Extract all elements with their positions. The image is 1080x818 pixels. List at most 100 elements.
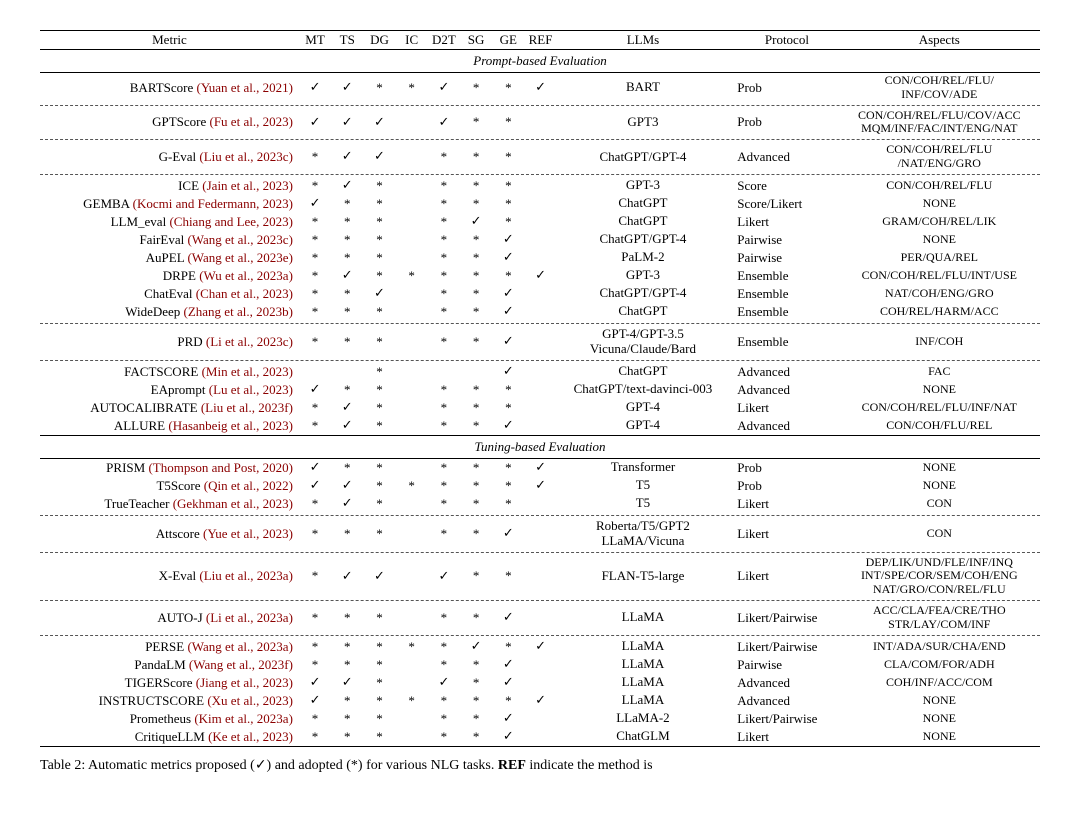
metric-cell: AuPEL (Wang et al., 2023e): [40, 249, 299, 267]
citation-link[interactable]: (Wang et al., 2023a): [187, 639, 292, 654]
task-cell: *: [299, 399, 331, 417]
llm-cell: ChatGPT/text-davinci-003: [557, 381, 730, 399]
citation-link[interactable]: (Li et al., 2023c): [206, 334, 293, 349]
metric-name: G-Eval: [159, 149, 200, 164]
aspects-cell: CON/COH/REL/FLU/NAT/ENG/GRO: [839, 142, 1040, 172]
citation-link[interactable]: (Lu et al., 2023): [209, 382, 293, 397]
task-cell: *: [428, 656, 460, 674]
citation-link[interactable]: (Chan et al., 2023): [196, 286, 293, 301]
citation-link[interactable]: (Wang et al., 2023c): [187, 232, 292, 247]
task-cell: *: [363, 728, 395, 746]
citation-link[interactable]: (Jiang et al., 2023): [196, 675, 293, 690]
table-row: TrueTeacher (Gekhman et al., 2023)*✓****…: [40, 495, 1040, 513]
citation-link[interactable]: (Min et al., 2023): [202, 364, 293, 379]
task-cell: ✓: [331, 267, 363, 285]
citation-link[interactable]: (Zhang et al., 2023b): [184, 304, 293, 319]
citation-link[interactable]: (Wang et al., 2023f): [189, 657, 293, 672]
citation-link[interactable]: (Fu et al., 2023): [210, 114, 293, 129]
llm-cell: ChatGPT/GPT-4: [557, 285, 730, 303]
citation-link[interactable]: (Qin et al., 2022): [204, 478, 293, 493]
task-cell: *: [299, 142, 331, 172]
task-cell: ✓: [428, 73, 460, 103]
task-cell: ✓: [331, 73, 363, 103]
task-cell: *: [363, 363, 395, 381]
header-sg: SG: [460, 31, 492, 50]
task-cell: ✓: [299, 381, 331, 399]
citation-link[interactable]: (Wu et al., 2023a): [199, 268, 293, 283]
aspects-cell: CLA/COM/FOR/ADH: [839, 656, 1040, 674]
citation-link[interactable]: (Jain et al., 2023): [202, 178, 293, 193]
metric-name: FACTSCORE: [124, 364, 201, 379]
citation-link[interactable]: (Kim et al., 2023a): [194, 711, 293, 726]
task-cell: [299, 363, 331, 381]
task-cell: *: [363, 656, 395, 674]
metric-cell: Prometheus (Kim et al., 2023a): [40, 710, 299, 728]
metric-cell: DRPE (Wu et al., 2023a): [40, 267, 299, 285]
citation-link[interactable]: (Xu et al., 2023): [207, 693, 293, 708]
header-ts: TS: [331, 31, 363, 50]
citation-link[interactable]: (Liu et al., 2023c): [199, 149, 293, 164]
task-cell: *: [363, 477, 395, 495]
citation-link[interactable]: (Yuan et al., 2021): [197, 80, 293, 95]
citation-link[interactable]: (Yue et al., 2023): [203, 526, 293, 541]
task-cell: *: [460, 518, 492, 550]
llm-cell: T5: [557, 477, 730, 495]
llm-cell: LLaMA: [557, 638, 730, 656]
task-cell: *: [460, 267, 492, 285]
task-cell: *: [492, 73, 524, 103]
citation-link[interactable]: (Thompson and Post, 2020): [148, 460, 292, 475]
metric-cell: WideDeep (Zhang et al., 2023b): [40, 303, 299, 321]
task-cell: [524, 417, 556, 435]
protocol-cell: Score: [729, 177, 838, 195]
citation-link[interactable]: (Li et al., 2023a): [206, 610, 293, 625]
metric-name: PRD: [177, 334, 206, 349]
citation-link[interactable]: (Chiang and Lee, 2023): [169, 214, 292, 229]
citation-link[interactable]: (Ke et al., 2023): [208, 729, 293, 744]
task-cell: [396, 326, 428, 358]
citation-link[interactable]: (Liu et al., 2023f): [201, 400, 293, 415]
citation-link[interactable]: (Gekhman et al., 2023): [173, 496, 293, 511]
task-cell: [396, 249, 428, 267]
metric-name: FairEval: [139, 232, 187, 247]
task-cell: *: [331, 458, 363, 477]
aspects-cell: CON: [839, 495, 1040, 513]
caption-text-3: indicate the method is: [526, 758, 653, 773]
task-cell: *: [331, 728, 363, 746]
task-cell: ✓: [492, 363, 524, 381]
task-cell: *: [492, 399, 524, 417]
aspects-cell: ACC/CLA/FEA/CRE/THOSTR/LAY/COM/INF: [839, 603, 1040, 633]
task-cell: *: [363, 249, 395, 267]
table-header: Metric MT TS DG IC D2T SG GE REF LLMs Pr…: [40, 31, 1040, 50]
protocol-cell: Ensemble: [729, 285, 838, 303]
table-row: BARTScore (Yuan et al., 2021)✓✓**✓**✓BAR…: [40, 73, 1040, 103]
task-cell: *: [299, 518, 331, 550]
llm-cell: GPT-4: [557, 417, 730, 435]
task-cell: *: [460, 142, 492, 172]
task-cell: *: [299, 303, 331, 321]
task-cell: *: [331, 326, 363, 358]
citation-link[interactable]: (Liu et al., 2023a): [199, 568, 293, 583]
citation-link[interactable]: (Wang et al., 2023e): [187, 250, 292, 265]
task-cell: [396, 285, 428, 303]
header-dg: DG: [363, 31, 395, 50]
header-ge: GE: [492, 31, 524, 50]
aspects-cell: CON: [839, 518, 1040, 550]
task-cell: *: [428, 477, 460, 495]
citation-link[interactable]: (Kocmi and Federmann, 2023): [133, 196, 293, 211]
metric-name: TrueTeacher: [104, 496, 172, 511]
task-cell: *: [331, 692, 363, 710]
task-cell: [331, 363, 363, 381]
task-cell: ✓: [524, 692, 556, 710]
task-cell: *: [460, 249, 492, 267]
task-cell: *: [363, 518, 395, 550]
table-row: AuPEL (Wang et al., 2023e)*****✓PaLM-2Pa…: [40, 249, 1040, 267]
protocol-cell: Likert/Pairwise: [729, 710, 838, 728]
task-cell: *: [428, 285, 460, 303]
aspects-cell: COH/REL/HARM/ACC: [839, 303, 1040, 321]
citation-link[interactable]: (Hasanbeig et al., 2023): [168, 418, 293, 433]
task-cell: ✓: [524, 267, 556, 285]
task-cell: ✓: [492, 285, 524, 303]
task-cell: [524, 363, 556, 381]
task-cell: [524, 285, 556, 303]
task-cell: *: [363, 231, 395, 249]
